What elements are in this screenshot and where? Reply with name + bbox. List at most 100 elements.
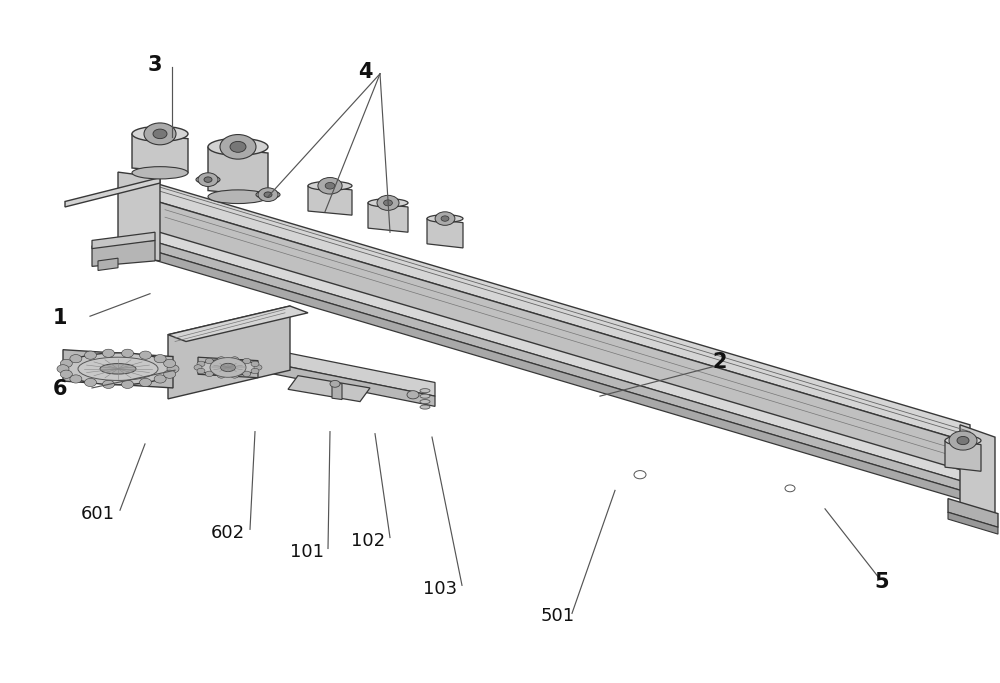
Ellipse shape — [132, 126, 188, 141]
Text: 101: 101 — [290, 543, 324, 561]
Text: 2: 2 — [713, 352, 727, 372]
Polygon shape — [288, 376, 370, 402]
Ellipse shape — [420, 405, 430, 409]
Ellipse shape — [420, 400, 430, 404]
Circle shape — [264, 192, 272, 197]
Circle shape — [325, 182, 335, 189]
Text: 103: 103 — [423, 580, 457, 598]
Ellipse shape — [78, 357, 158, 380]
Circle shape — [435, 212, 455, 225]
Circle shape — [164, 359, 176, 367]
Text: 3: 3 — [148, 55, 162, 75]
Circle shape — [441, 216, 449, 221]
Circle shape — [144, 123, 176, 145]
Ellipse shape — [100, 363, 136, 374]
Circle shape — [254, 365, 262, 370]
Text: 4: 4 — [358, 61, 372, 82]
Polygon shape — [948, 499, 998, 527]
Polygon shape — [265, 348, 435, 396]
Ellipse shape — [308, 181, 352, 190]
Polygon shape — [427, 219, 463, 248]
Polygon shape — [198, 357, 258, 378]
Text: 602: 602 — [211, 524, 245, 542]
Circle shape — [164, 370, 176, 378]
Circle shape — [204, 177, 212, 182]
Circle shape — [957, 436, 969, 445]
Ellipse shape — [420, 389, 430, 393]
Text: 6: 6 — [53, 379, 67, 400]
Circle shape — [194, 365, 202, 370]
Circle shape — [154, 375, 166, 383]
Ellipse shape — [210, 358, 246, 377]
Text: 1: 1 — [53, 307, 67, 328]
Circle shape — [785, 485, 795, 492]
Ellipse shape — [420, 394, 430, 398]
Circle shape — [122, 349, 134, 357]
Ellipse shape — [368, 199, 408, 207]
Polygon shape — [265, 362, 435, 406]
Circle shape — [205, 359, 213, 364]
Circle shape — [384, 200, 392, 206]
Circle shape — [407, 391, 419, 399]
Circle shape — [243, 371, 251, 376]
Circle shape — [217, 357, 225, 362]
Circle shape — [167, 365, 179, 373]
Circle shape — [318, 178, 342, 194]
Circle shape — [251, 361, 259, 367]
Text: 501: 501 — [541, 607, 575, 625]
Circle shape — [205, 371, 213, 376]
Ellipse shape — [132, 167, 188, 179]
Circle shape — [231, 357, 239, 362]
Circle shape — [154, 354, 166, 363]
Polygon shape — [945, 441, 981, 471]
Polygon shape — [92, 240, 155, 266]
Polygon shape — [168, 306, 290, 399]
Circle shape — [60, 359, 72, 367]
Circle shape — [197, 368, 205, 374]
Polygon shape — [65, 178, 160, 207]
Polygon shape — [332, 382, 342, 400]
Circle shape — [84, 378, 96, 387]
Polygon shape — [63, 350, 173, 388]
Ellipse shape — [220, 363, 236, 372]
Polygon shape — [148, 240, 970, 493]
Polygon shape — [308, 186, 352, 215]
Text: 102: 102 — [351, 532, 385, 550]
Ellipse shape — [427, 214, 463, 222]
Circle shape — [230, 141, 246, 152]
Polygon shape — [960, 425, 995, 519]
Circle shape — [122, 380, 134, 389]
Circle shape — [60, 370, 72, 378]
Polygon shape — [98, 258, 118, 270]
Ellipse shape — [208, 190, 268, 204]
Circle shape — [140, 351, 152, 359]
Circle shape — [198, 173, 218, 186]
Circle shape — [85, 351, 97, 359]
Circle shape — [949, 431, 977, 450]
Ellipse shape — [196, 176, 220, 184]
Circle shape — [102, 349, 114, 357]
Circle shape — [139, 378, 152, 387]
Polygon shape — [132, 134, 188, 173]
Ellipse shape — [63, 353, 173, 385]
Circle shape — [251, 368, 259, 374]
Ellipse shape — [208, 138, 268, 156]
Polygon shape — [148, 181, 970, 443]
Circle shape — [231, 373, 239, 378]
Circle shape — [634, 471, 646, 479]
Polygon shape — [368, 203, 408, 232]
Text: 601: 601 — [81, 505, 115, 522]
Circle shape — [70, 354, 82, 363]
Circle shape — [330, 380, 340, 387]
Circle shape — [197, 361, 205, 367]
Text: 5: 5 — [875, 572, 889, 592]
Polygon shape — [148, 227, 970, 484]
Ellipse shape — [198, 359, 258, 376]
Circle shape — [102, 380, 114, 389]
Circle shape — [243, 359, 251, 364]
Circle shape — [220, 135, 256, 159]
Polygon shape — [208, 147, 268, 197]
Circle shape — [57, 365, 69, 373]
Ellipse shape — [945, 436, 981, 445]
Polygon shape — [92, 232, 155, 249]
